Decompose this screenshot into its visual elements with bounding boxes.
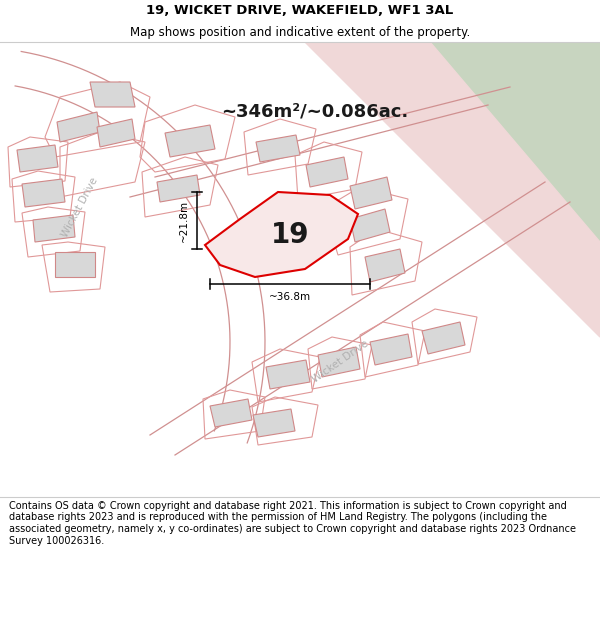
Polygon shape [210, 399, 252, 427]
Text: ~36.8m: ~36.8m [269, 292, 311, 302]
Polygon shape [305, 42, 600, 337]
Polygon shape [17, 145, 58, 172]
Polygon shape [306, 157, 348, 187]
Text: Wicket Drive: Wicket Drive [60, 176, 100, 239]
Text: 19, WICKET DRIVE, WAKEFIELD, WF1 3AL: 19, WICKET DRIVE, WAKEFIELD, WF1 3AL [146, 4, 454, 17]
Polygon shape [253, 409, 295, 437]
Polygon shape [157, 175, 200, 202]
Polygon shape [165, 125, 215, 157]
Polygon shape [55, 252, 95, 277]
Polygon shape [370, 334, 412, 365]
Polygon shape [256, 135, 300, 162]
Text: ~346m²/~0.086ac.: ~346m²/~0.086ac. [221, 103, 409, 121]
Polygon shape [22, 179, 65, 207]
Polygon shape [430, 42, 600, 242]
Text: Map shows position and indicative extent of the property.: Map shows position and indicative extent… [130, 26, 470, 39]
Polygon shape [350, 177, 392, 209]
Polygon shape [318, 347, 360, 377]
Polygon shape [350, 209, 390, 242]
Polygon shape [205, 192, 358, 277]
Text: Wicket Drive: Wicket Drive [310, 339, 370, 385]
Polygon shape [266, 360, 310, 389]
Polygon shape [90, 82, 135, 107]
Polygon shape [97, 119, 135, 147]
Text: Contains OS data © Crown copyright and database right 2021. This information is : Contains OS data © Crown copyright and d… [9, 501, 576, 546]
Polygon shape [33, 215, 75, 242]
Polygon shape [57, 112, 100, 142]
Polygon shape [365, 249, 405, 282]
Text: 19: 19 [271, 221, 309, 249]
Polygon shape [422, 322, 465, 354]
Text: ~21.8m: ~21.8m [179, 199, 189, 241]
